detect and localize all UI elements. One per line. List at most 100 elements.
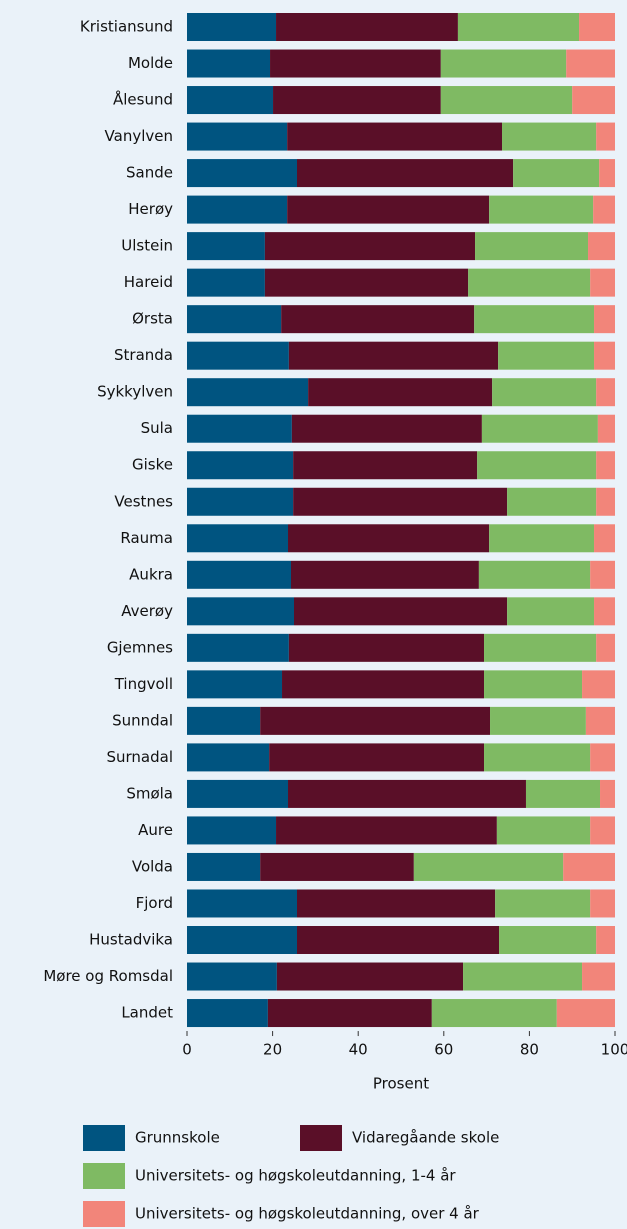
bar-segment: [556, 999, 615, 1028]
bar-segment: [187, 13, 277, 41]
bar-segment: [495, 889, 591, 918]
y-tick-label: Stranda: [114, 346, 173, 364]
y-tick-label: Herøy: [128, 200, 173, 218]
bar-segment: [590, 816, 615, 845]
bar-segment: [288, 524, 490, 553]
bar-segment: [597, 414, 615, 443]
bar-segment: [507, 597, 595, 626]
bar-segment: [267, 999, 432, 1028]
bar-segment: [489, 524, 595, 553]
y-tick-label: Hustadvika: [89, 931, 173, 949]
bar-segment: [187, 122, 288, 151]
bar-segment: [582, 962, 615, 991]
legend-label: Universitets- og høgskoleutdanning, over…: [135, 1205, 480, 1223]
y-tick-label: Fjord: [136, 894, 173, 912]
bar-segment: [563, 852, 615, 881]
bar-segment: [596, 451, 615, 480]
bar-segment: [440, 49, 567, 78]
bar-segment: [270, 49, 441, 78]
bar-segment: [594, 341, 615, 370]
bar-segment: [431, 999, 557, 1028]
bar-segment: [187, 962, 277, 991]
y-tick-label: Rauma: [120, 529, 173, 547]
y-tick-label: Møre og Romsdal: [43, 967, 173, 985]
bar-segment: [293, 487, 508, 516]
bar-segment: [513, 159, 600, 188]
y-tick-label: Averøy: [121, 602, 173, 620]
y-tick-label: Sande: [126, 164, 173, 182]
bar-segment: [187, 49, 271, 78]
bar-segment: [264, 232, 476, 261]
bar-segment: [499, 926, 597, 954]
bar-segment: [187, 999, 268, 1028]
bar-segment: [187, 524, 289, 553]
bar-segment: [187, 779, 289, 808]
bar-segment: [264, 268, 469, 297]
bar-segment: [484, 670, 583, 699]
bar-segment: [599, 159, 615, 188]
y-tick-label: Aukra: [129, 565, 173, 583]
y-tick-label: Aure: [138, 821, 173, 839]
y-tick-label: Tingvoll: [114, 675, 173, 693]
bar-segment: [269, 743, 485, 772]
bar-segment: [260, 706, 491, 735]
bar-segment: [294, 597, 508, 626]
y-tick-label: Sunndal: [112, 711, 173, 729]
y-tick-label: Molde: [128, 54, 173, 72]
legend-swatch: [83, 1201, 125, 1227]
bar-segment: [463, 962, 583, 991]
bar-segment: [489, 195, 594, 224]
bar-segment: [276, 13, 458, 41]
bar-segment: [187, 816, 277, 845]
x-tick-label: 20: [263, 1041, 282, 1059]
bar-segment: [566, 49, 615, 78]
y-tick-label: Volda: [132, 857, 173, 875]
bar-segment: [478, 560, 591, 589]
bar-segment: [590, 889, 615, 918]
bar-segment: [596, 122, 615, 151]
bar-segment: [293, 451, 478, 480]
bar-segment: [596, 633, 615, 662]
y-tick-label: Sula: [141, 419, 173, 437]
legend-label: Grunnskole: [135, 1129, 220, 1147]
y-tick-label: Ålesund: [113, 90, 173, 109]
bar-segment: [296, 159, 514, 188]
bar-segment: [187, 86, 274, 115]
bar-segment: [484, 633, 597, 662]
bar-segment: [413, 852, 564, 881]
bar-segment: [187, 414, 292, 443]
y-tick-label: Vestnes: [114, 492, 173, 510]
legend-label: Vidaregåande skole: [352, 1129, 499, 1147]
bar-segment: [600, 779, 615, 808]
bar-segment: [457, 13, 580, 41]
x-axis-label: Prosent: [373, 1075, 429, 1093]
bar-segment: [496, 816, 591, 845]
bar-segment: [287, 195, 490, 224]
bar-segment: [187, 451, 294, 480]
bar-segment: [594, 305, 615, 334]
bar-segment: [594, 524, 615, 553]
bar-segment: [590, 560, 615, 589]
bar-segment: [475, 232, 589, 261]
y-tick-label: Smøla: [126, 784, 173, 802]
bar-segment: [187, 268, 265, 297]
bar-segment: [187, 597, 294, 626]
bar-segment: [572, 86, 615, 115]
bar-segment: [596, 378, 615, 407]
y-tick-label: Kristiansund: [80, 18, 173, 36]
bar-segment: [273, 86, 441, 115]
bar-segment: [490, 706, 586, 735]
bar-segment: [187, 305, 282, 334]
bar-segment: [593, 195, 615, 224]
bar-segment: [579, 13, 615, 41]
bar-segment: [288, 341, 499, 370]
bar-segment: [187, 341, 289, 370]
y-tick-label: Ørsta: [132, 310, 173, 328]
bar-segment: [187, 560, 292, 589]
legend-label: Universitets- og høgskoleutdanning, 1-4 …: [135, 1167, 456, 1185]
legend-swatch: [83, 1125, 125, 1151]
bar-segment: [502, 122, 597, 151]
bar-segment: [281, 305, 475, 334]
bar-segment: [525, 779, 601, 808]
